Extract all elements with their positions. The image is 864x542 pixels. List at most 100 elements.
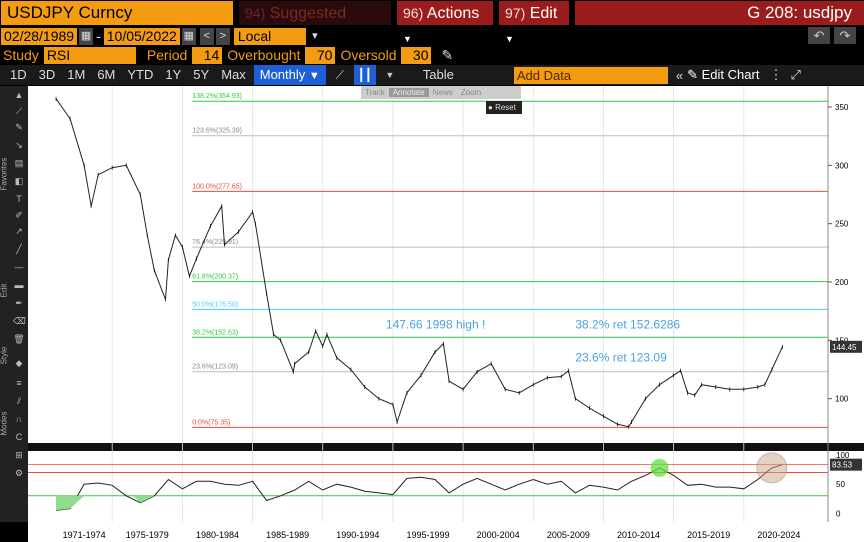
zoom-button[interactable]: Zoom [460, 88, 482, 97]
frequency-select[interactable]: Monthly ▼ [253, 65, 326, 85]
undo-icon[interactable]: ↶ [808, 27, 830, 44]
chevron-left-icon[interactable]: < [199, 27, 214, 45]
last-price-label: 144.45 [832, 343, 857, 352]
calendar-icon[interactable]: ▦ [79, 27, 94, 45]
x-tick-label: 1990-1994 [336, 530, 380, 540]
period-1m[interactable]: 1M [67, 67, 86, 82]
y-tick-label: 250 [835, 220, 849, 229]
y-tick-label: 200 [835, 278, 849, 287]
reset-button[interactable]: ● Reset [486, 101, 522, 114]
x-tick-label: 1971-1974 [62, 530, 106, 540]
fib-level-label: 23.6%(123.09) [192, 364, 238, 371]
track-button[interactable]: Track [365, 88, 385, 97]
rsi-highlight-circle [650, 458, 669, 477]
edit-chart-label: Edit Chart [701, 67, 760, 82]
expand-icon[interactable]: ⤢ [790, 67, 801, 82]
calendar-icon[interactable]: ▦ [181, 27, 196, 45]
x-tick-label: 2010-2014 [616, 530, 661, 540]
chevron-down-icon: ▼ [308, 70, 320, 82]
chart-toolbar: 1D 3D 1M 6M YTD 1Y 5Y Max Monthly ▼ ⟋ ┃┃… [0, 65, 864, 85]
annotate-button[interactable]: Annotate [388, 88, 429, 97]
fibonacci-levels: 138.2%(354.93) 123.6%(325.39) 100.0%(277.6… [192, 93, 828, 428]
cursor-icon[interactable]: ▲ [14, 90, 24, 100]
edit-label: Edit [529, 5, 558, 22]
actions-menu-button[interactable]: 96) Actions ▼ [397, 1, 493, 44]
x-tick-label: 2005-2009 [546, 530, 590, 540]
magnet-icon[interactable]: ∩ [15, 414, 23, 424]
ticker-field[interactable]: USDJPY Curncy [1, 1, 233, 25]
more-icon[interactable]: ⋮ [769, 67, 783, 82]
period-label: Period [146, 47, 188, 63]
rsi-highlight-circle [756, 452, 788, 484]
period-3d[interactable]: 3D [38, 67, 56, 82]
pencil-icon[interactable]: ✎ [441, 46, 454, 63]
color-icon[interactable]: ◆ [15, 358, 23, 368]
edit-chart-button[interactable]: ✎ Edit Chart [687, 67, 759, 83]
redo-icon[interactable]: ↷ [834, 27, 856, 44]
line-width-icon[interactable]: ⫽ [16, 396, 21, 406]
start-date-input[interactable]: 02/28/1989 [1, 27, 78, 45]
news-button[interactable]: News [432, 88, 453, 97]
chevron-right-icon[interactable]: > [215, 27, 230, 45]
period-5y[interactable]: 5Y [193, 67, 210, 82]
period-1y[interactable]: 1Y [165, 67, 182, 82]
bar-chart-icon[interactable]: ┃┃ [353, 65, 376, 85]
trendline-icon[interactable]: ⟋ [15, 106, 23, 116]
line-style-icon[interactable]: ≡ [16, 378, 22, 388]
overbought-input[interactable]: 70 [305, 46, 336, 64]
arrow-icon[interactable]: ↗ [15, 226, 23, 236]
style-tools-label: Style [0, 346, 9, 365]
rectangle-icon[interactable]: ▬ [14, 280, 24, 290]
channel-icon[interactable]: ◧ [14, 176, 24, 186]
date-range-bar: 02/28/1989 ▦ - 10/05/2022 ▦ < > Local CC… [0, 27, 864, 61]
lock-icon[interactable]: C [15, 432, 23, 442]
oversold-input[interactable]: 30 [401, 46, 432, 64]
fib-level-label: 100.0%(277.65) [192, 183, 242, 190]
gear-icon[interactable]: ⚙ [14, 468, 24, 478]
end-date-input[interactable]: 10/05/2022 [103, 27, 180, 45]
marker-icon[interactable]: ✐ [15, 210, 23, 220]
period-input[interactable]: 14 [192, 46, 223, 64]
x-tick-label: 1995-1999 [406, 530, 450, 540]
eraser-icon[interactable]: ⌫ [13, 316, 26, 326]
frequency-label: Monthly [259, 67, 306, 82]
ruler-icon[interactable]: ↘ [15, 140, 23, 150]
add-data-input[interactable]: Add Data [513, 66, 668, 84]
edit-menu-button[interactable]: 97) Edit ▼ [499, 1, 569, 44]
period-ytd[interactable]: YTD [127, 67, 154, 82]
layers-icon[interactable]: ⊞ [15, 450, 23, 460]
suggested-charts-button[interactable]: 94) Suggested Charts [239, 1, 391, 46]
text-icon[interactable]: T [16, 194, 22, 204]
fibonacci-icon[interactable]: ▤ [14, 158, 24, 168]
horizontal-line-icon[interactable]: — [14, 262, 24, 272]
y-tick-label: 300 [835, 161, 849, 170]
period-1d[interactable]: 1D [10, 67, 27, 82]
oversold-fill [56, 495, 85, 511]
actions-number: 96) [403, 5, 424, 21]
brush-icon[interactable]: ✎ [15, 122, 23, 132]
collapse-icon[interactable]: « [675, 67, 684, 83]
period-max[interactable]: Max [221, 67, 246, 82]
modes-label: Modes [0, 411, 9, 436]
y-tick-label: 100 [835, 395, 849, 404]
table-button[interactable]: Table [422, 67, 454, 82]
fib-level-label: 50.0%(176.50) [192, 301, 238, 308]
period-6m[interactable]: 6M [97, 67, 116, 82]
x-tick-label: 2000-2004 [476, 530, 520, 540]
pen-icon[interactable]: ✒ [15, 298, 23, 308]
chart-annotation: 23.6% ret 123.09 [575, 350, 667, 364]
y-tick-label: 350 [835, 103, 849, 112]
chevron-down-icon[interactable]: ▼ [385, 70, 395, 80]
edit-tools-label: Edit [0, 283, 9, 298]
currency-select[interactable]: Local CCY [233, 27, 306, 61]
study-select[interactable]: RSI [43, 46, 136, 64]
trash-icon[interactable]: 🗑 [13, 334, 25, 344]
study-label: Study [3, 47, 39, 63]
line-chart-icon[interactable]: ⟋ [335, 68, 344, 82]
price-chart[interactable]: 138.2%(354.93) 123.6%(325.39) 100.0%(277.6… [28, 86, 864, 522]
fib-level-label: 61.8%(200.37) [192, 274, 238, 281]
line-icon[interactable]: ╱ [16, 244, 22, 254]
x-tick-label: 1980-1984 [195, 530, 239, 540]
chevron-down-icon[interactable]: ▾ [307, 27, 322, 45]
